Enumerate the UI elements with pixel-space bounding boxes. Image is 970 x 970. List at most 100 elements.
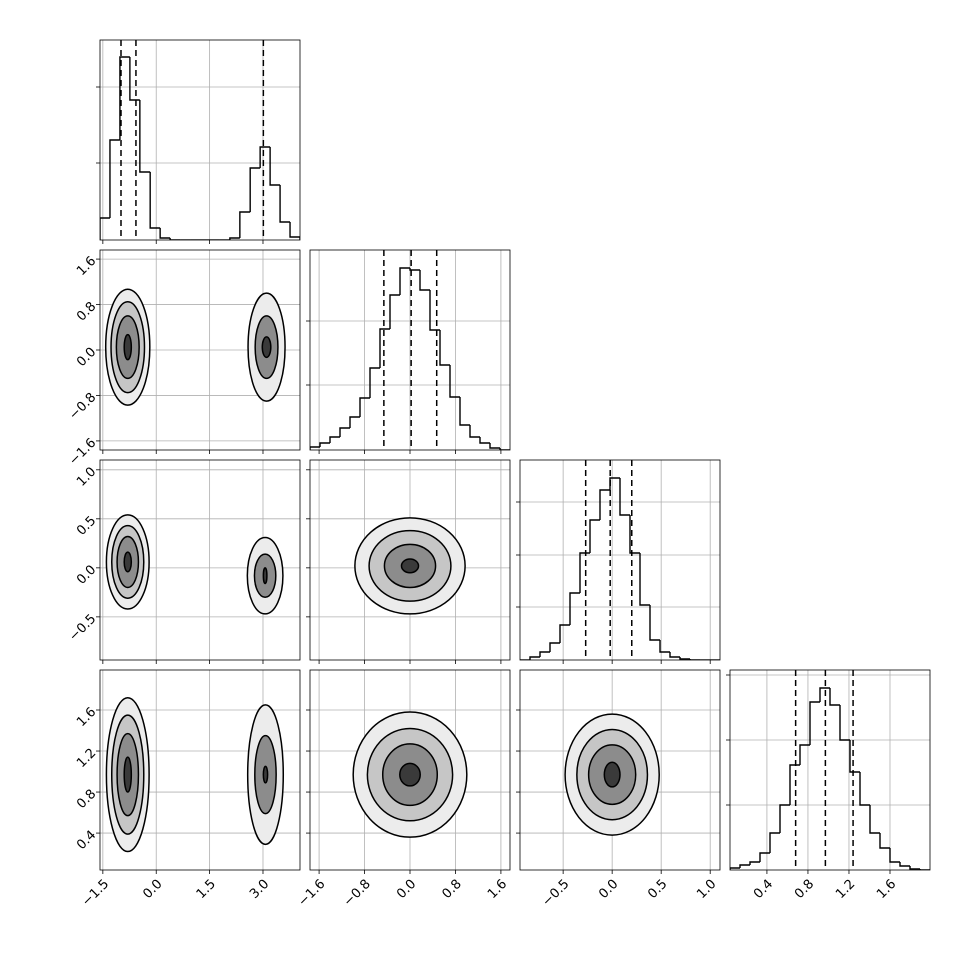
y-tick-label: 1.2	[74, 746, 99, 771]
panel: 0.4 0.8 1.2 1.6	[726, 669, 931, 902]
panel-frame	[309, 459, 511, 661]
histogram-bin	[730, 867, 740, 870]
panel-frame	[309, 669, 511, 871]
y-tick-label: 0.0	[74, 563, 99, 588]
panel: −0.5 0.0 0.5 1.0	[66, 459, 301, 664]
y-tick-label: 0.4	[74, 828, 99, 853]
panel-frame	[99, 39, 301, 241]
histogram-bin	[449, 365, 460, 398]
x-tick-label: 0.8	[440, 877, 465, 902]
histogram-bin	[499, 448, 510, 450]
contour-level	[399, 762, 421, 787]
histogram-bin	[419, 270, 430, 291]
histogram-bin	[379, 328, 390, 368]
x-tick-label: 1.0	[694, 877, 719, 902]
histogram-bin	[359, 397, 370, 417]
x-tick-label: 1.6	[874, 877, 899, 902]
panel: −1.6 −0.8 0.0 0.8 1.6	[295, 669, 511, 910]
histogram-bin	[539, 651, 550, 657]
histogram-bin	[439, 330, 450, 366]
histogram-bin	[599, 489, 610, 520]
histogram-bin	[349, 416, 360, 428]
y-tick-label: −1.6	[66, 436, 99, 469]
panel-frame	[519, 669, 721, 871]
histogram-bin	[279, 185, 291, 223]
histogram-bin	[619, 478, 630, 516]
x-tick-label: 1.2	[833, 877, 858, 902]
histogram-bin	[659, 640, 670, 653]
y-tick-label: 0.8	[74, 787, 99, 812]
panel: −1.6 −0.8 0.0 0.8 1.6	[66, 249, 301, 469]
histogram-bin	[339, 427, 350, 437]
histogram-bin	[139, 100, 151, 173]
histogram-bin	[859, 772, 870, 806]
histogram-bin	[669, 652, 680, 658]
histogram-bin	[809, 701, 820, 745]
histogram-bin	[329, 436, 340, 443]
y-tick-label: 1.0	[74, 465, 99, 490]
histogram-bin	[689, 659, 700, 660]
histogram-bin	[119, 56, 130, 140]
plot-area	[100, 250, 300, 450]
contour-level	[261, 336, 272, 359]
contour-level	[262, 765, 269, 784]
histogram-bin	[100, 217, 110, 240]
contour-level	[400, 558, 420, 574]
plot-area	[100, 670, 300, 870]
histogram-bin	[749, 861, 760, 865]
histogram-bin	[239, 211, 251, 238]
histogram-bin	[269, 147, 281, 186]
histogram-bin	[109, 139, 120, 218]
histogram-bin	[469, 425, 480, 438]
histogram-bin	[849, 740, 860, 773]
x-tick-label: 1.6	[485, 877, 510, 902]
histogram-bin	[579, 552, 590, 593]
x-tick-label: 1.5	[194, 877, 219, 902]
y-tick-label: −0.8	[66, 390, 99, 423]
histogram-bin	[789, 764, 800, 805]
histogram-bin	[479, 437, 490, 444]
histogram-bin	[889, 848, 900, 863]
panel-frame	[99, 249, 301, 451]
histogram-bin	[759, 852, 770, 862]
histogram-bin	[319, 442, 330, 447]
histogram-bin	[159, 228, 171, 239]
histogram-bin	[609, 477, 620, 490]
y-tick-label: 0.5	[74, 514, 99, 539]
histogram-bin	[869, 805, 880, 834]
contour-level	[123, 551, 133, 573]
histogram-bin	[389, 294, 400, 329]
panel	[96, 39, 301, 244]
histogram-bin	[639, 553, 650, 606]
histogram-bin	[549, 642, 560, 652]
contour-level	[123, 333, 133, 361]
histogram-bin	[569, 592, 580, 625]
histogram-bin	[739, 864, 750, 868]
histogram-bin	[799, 744, 810, 765]
histogram-bin	[149, 172, 161, 229]
panel	[306, 249, 511, 454]
panel-frame	[99, 669, 301, 871]
panel: −0.5 0.0 0.5 1.0	[516, 669, 721, 910]
x-tick-label: 0.0	[140, 877, 165, 902]
plot-area	[730, 670, 930, 870]
histogram-bin	[779, 804, 790, 833]
contour-level	[603, 761, 621, 788]
y-tick-label: 1.6	[74, 705, 99, 730]
x-tick-label: 3.0	[247, 877, 272, 902]
plot-area	[520, 670, 720, 870]
histogram-bin	[679, 657, 690, 660]
histogram-bin	[559, 624, 570, 643]
x-tick-label: −1.5	[79, 877, 112, 910]
histogram-bin	[399, 267, 410, 295]
histogram-bin	[310, 446, 320, 450]
histogram-bin	[899, 862, 910, 867]
histogram-bin	[839, 705, 850, 741]
plot-area	[100, 460, 300, 660]
histogram-bin	[529, 656, 540, 660]
plot-area	[100, 40, 300, 240]
y-tick-label: 0.8	[74, 299, 99, 324]
plot-area	[310, 250, 510, 450]
